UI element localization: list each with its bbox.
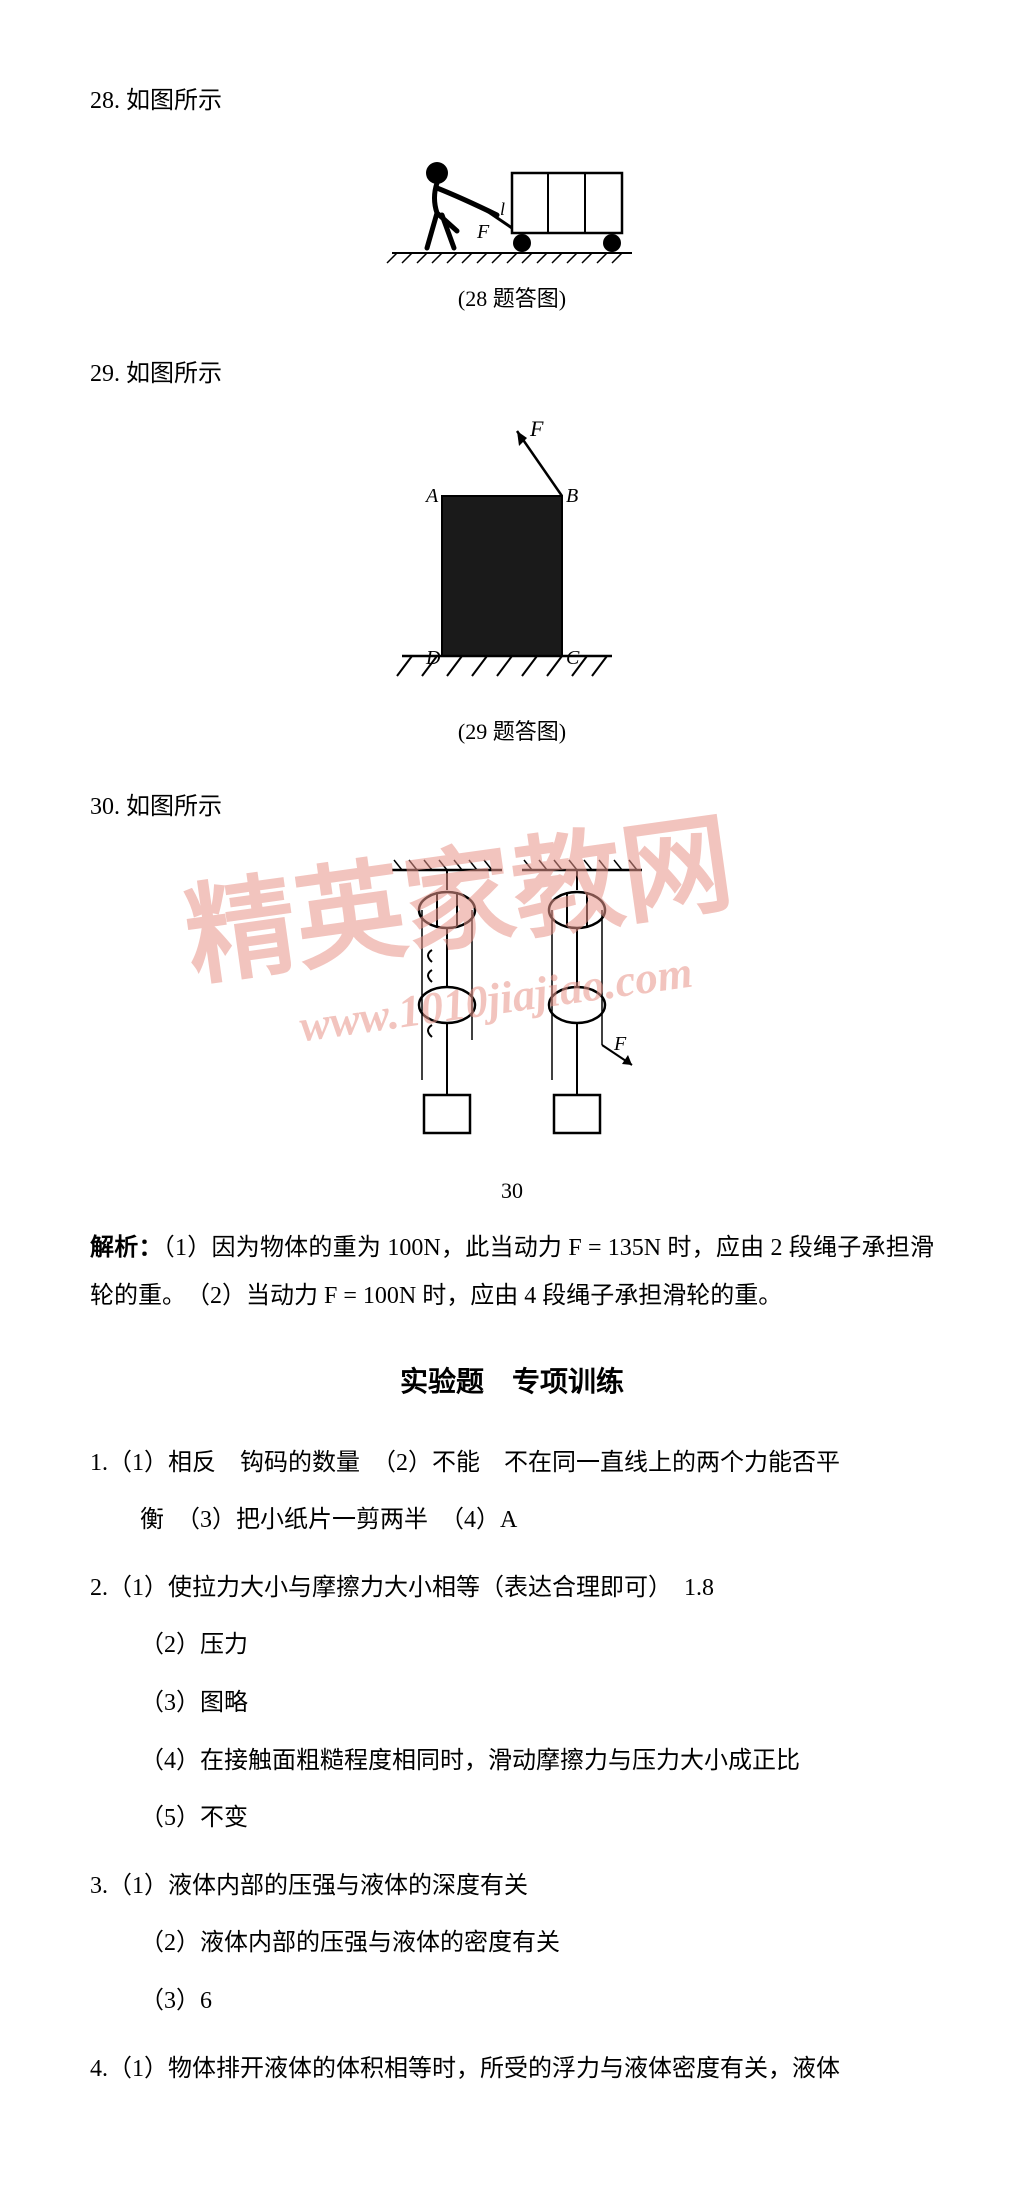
question-29: 29. 如图所示 F A B C D — [90, 353, 934, 746]
q28-label: 28. 如图所示 — [90, 80, 934, 123]
q29-label-B: B — [566, 485, 578, 507]
a2-sub2: （2）压力 — [90, 1617, 934, 1675]
q28-figure: F l O (28 题答图) — [90, 143, 934, 313]
a3-sub2: （2）液体内部的压强与液体的密度有关 — [90, 1915, 934, 1973]
a3-line1: 3.（1）液体内部的压强与液体的深度有关 — [90, 1858, 934, 1916]
a4-line1: 4.（1）物体排开液体的体积相等时，所受的浮力与液体密度有关，液体 — [90, 2041, 934, 2099]
q29-label-F: F — [529, 416, 544, 441]
q28-label-l: l — [500, 199, 505, 219]
q29-label-A: A — [424, 485, 439, 507]
question-30: 30. 如图所示 — [90, 786, 934, 1319]
answer-2: 2.（1）使拉力大小与摩擦力大小相等（表达合理即可） 1.8 （2）压力 （3）… — [90, 1560, 934, 1848]
answer-1: 1.（1）相反 钩码的数量 （2）不能 不在同一直线上的两个力能否平 衡 （3）… — [90, 1435, 934, 1550]
q29-label-C: C — [566, 647, 580, 669]
a3-sub3: （3）6 — [90, 1973, 934, 2031]
a2-sub4: （4）在接触面粗糙程度相同时，滑动摩擦力与压力大小成正比 — [90, 1733, 934, 1791]
answer-4: 4.（1）物体排开液体的体积相等时，所受的浮力与液体密度有关，液体 — [90, 2041, 934, 2099]
a2-line1: 2.（1）使拉力大小与摩擦力大小相等（表达合理即可） 1.8 — [90, 1560, 934, 1618]
q30-caption: 30 — [90, 1178, 934, 1204]
q30-figure: F 30 — [90, 850, 934, 1204]
q28-caption: (28 题答图) — [90, 281, 934, 313]
a1-line1: 1.（1）相反 钩码的数量 （2）不能 不在同一直线上的两个力能否平 — [90, 1435, 934, 1493]
q29-figure: F A B C D (29 题答图) — [90, 416, 934, 746]
q28-svg: F l O — [382, 143, 642, 273]
q29-caption: (29 题答图) — [90, 714, 934, 746]
q30-analysis: 解析：（1）因为物体的重为 100N，此当动力 F = 135N 时，应由 2 … — [90, 1224, 934, 1320]
q29-label: 29. 如图所示 — [90, 353, 934, 396]
question-28: 28. 如图所示 — [90, 80, 934, 313]
q30-label-F: F — [613, 1033, 627, 1055]
analysis-body: （1）因为物体的重为 100N，此当动力 F = 135N 时，应由 2 段绳子… — [90, 1235, 934, 1309]
section-title: 实验题 专项训练 — [90, 1360, 934, 1400]
answer-3: 3.（1）液体内部的压强与液体的深度有关 （2）液体内部的压强与液体的密度有关 … — [90, 1858, 934, 2031]
a2-sub3: （3）图略 — [90, 1675, 934, 1733]
a2-sub5: （5）不变 — [90, 1790, 934, 1848]
q28-label-O: O — [517, 240, 527, 255]
a1-line2: 衡 （3）把小纸片一剪两半 （4）A — [90, 1492, 934, 1550]
q29-svg: F A B C D — [382, 416, 642, 706]
q28-label-F: F — [476, 221, 490, 243]
analysis-bold: 解析： — [90, 1235, 163, 1261]
q30-label: 30. 如图所示 — [90, 786, 934, 829]
q29-label-D: D — [425, 647, 441, 669]
q30-svg: F — [352, 850, 672, 1170]
